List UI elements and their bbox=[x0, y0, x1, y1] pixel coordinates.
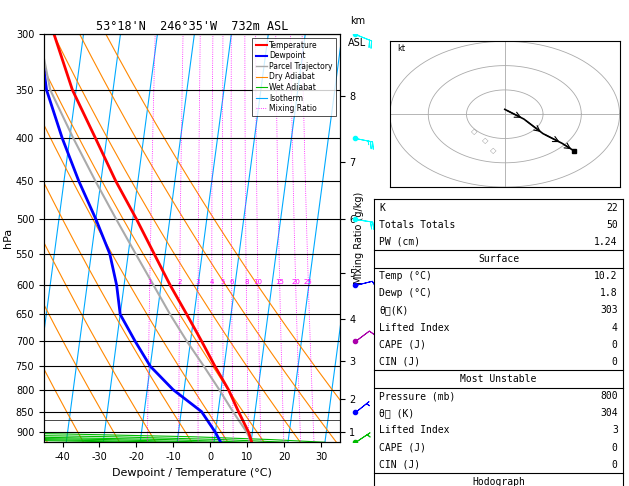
Text: ASL: ASL bbox=[348, 38, 367, 48]
Text: Surface: Surface bbox=[478, 254, 519, 264]
Text: 4: 4 bbox=[209, 279, 214, 285]
Text: Totals Totals: Totals Totals bbox=[379, 220, 455, 230]
X-axis label: Dewpoint / Temperature (°C): Dewpoint / Temperature (°C) bbox=[112, 468, 272, 478]
Text: K: K bbox=[379, 203, 385, 212]
Text: 800: 800 bbox=[600, 391, 618, 401]
Legend: Temperature, Dewpoint, Parcel Trajectory, Dry Adiabat, Wet Adiabat, Isotherm, Mi: Temperature, Dewpoint, Parcel Trajectory… bbox=[252, 38, 336, 116]
Text: 2: 2 bbox=[177, 279, 182, 285]
Text: 6: 6 bbox=[230, 279, 234, 285]
Text: ◇: ◇ bbox=[471, 127, 477, 136]
Text: 304: 304 bbox=[600, 408, 618, 418]
Text: Lifted Index: Lifted Index bbox=[379, 323, 450, 332]
Text: 15: 15 bbox=[276, 279, 284, 285]
Title: 53°18'N  246°35'W  732m ASL: 53°18'N 246°35'W 732m ASL bbox=[96, 20, 288, 33]
Text: 1: 1 bbox=[147, 279, 152, 285]
Text: Dewp (°C): Dewp (°C) bbox=[379, 288, 432, 298]
Text: 22: 22 bbox=[606, 203, 618, 212]
Text: θᴇ (K): θᴇ (K) bbox=[379, 408, 415, 418]
Text: 1.8: 1.8 bbox=[600, 288, 618, 298]
Text: 10: 10 bbox=[253, 279, 262, 285]
Text: 0: 0 bbox=[612, 460, 618, 469]
Text: kt: kt bbox=[398, 44, 406, 53]
Text: 0: 0 bbox=[612, 443, 618, 452]
Text: Hodograph: Hodograph bbox=[472, 477, 525, 486]
Text: PW (cm): PW (cm) bbox=[379, 237, 420, 247]
Text: Pressure (mb): Pressure (mb) bbox=[379, 391, 455, 401]
Text: 0: 0 bbox=[612, 340, 618, 350]
Y-axis label: hPa: hPa bbox=[3, 228, 13, 248]
Text: 5: 5 bbox=[220, 279, 225, 285]
Text: 20: 20 bbox=[291, 279, 300, 285]
Text: 1.24: 1.24 bbox=[594, 237, 618, 247]
Text: 31.05.2024  12GMT  (Base: 12): 31.05.2024 12GMT (Base: 12) bbox=[401, 42, 596, 52]
Text: Lifted Index: Lifted Index bbox=[379, 425, 450, 435]
Text: Mixing Ratio (g/kg): Mixing Ratio (g/kg) bbox=[353, 192, 364, 284]
Text: 25: 25 bbox=[304, 279, 313, 285]
Text: 50: 50 bbox=[606, 220, 618, 230]
Text: 4: 4 bbox=[612, 323, 618, 332]
Text: 303: 303 bbox=[600, 305, 618, 315]
Text: CAPE (J): CAPE (J) bbox=[379, 340, 426, 350]
Text: ◇: ◇ bbox=[490, 146, 496, 155]
Text: ◇: ◇ bbox=[482, 137, 489, 145]
Text: CIN (J): CIN (J) bbox=[379, 357, 420, 367]
Text: θᴇ(K): θᴇ(K) bbox=[379, 305, 409, 315]
Text: 10.2: 10.2 bbox=[594, 271, 618, 281]
Text: 3: 3 bbox=[196, 279, 201, 285]
Text: 8: 8 bbox=[244, 279, 248, 285]
Text: CAPE (J): CAPE (J) bbox=[379, 443, 426, 452]
Text: Most Unstable: Most Unstable bbox=[460, 374, 537, 384]
Text: km: km bbox=[350, 16, 365, 26]
Text: 0: 0 bbox=[612, 357, 618, 367]
Text: CIN (J): CIN (J) bbox=[379, 460, 420, 469]
Text: Temp (°C): Temp (°C) bbox=[379, 271, 432, 281]
Text: 3: 3 bbox=[612, 425, 618, 435]
